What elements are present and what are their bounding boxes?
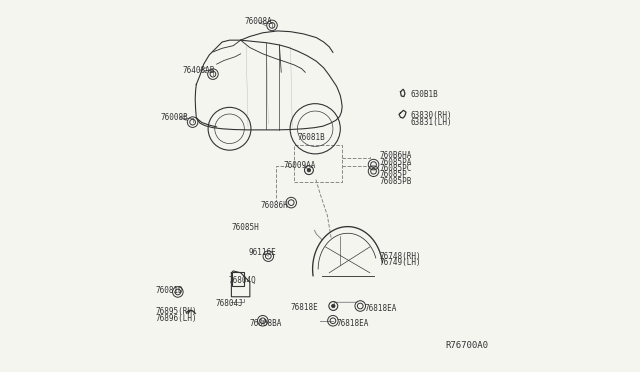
Circle shape [307,169,310,172]
Text: 76804J: 76804J [216,299,244,308]
Text: 76008B: 76008B [161,113,188,122]
Text: 76895(RH): 76895(RH) [156,307,197,316]
Text: R76700A0: R76700A0 [445,341,488,350]
Text: 76408AB: 76408AB [182,65,215,74]
Text: 76804Q: 76804Q [228,276,256,285]
Text: 76085H: 76085H [232,223,259,232]
Text: 76081D: 76081D [156,286,184,295]
Text: 760B6HA: 760B6HA [380,151,412,160]
Text: 76749(LH): 76749(LH) [379,258,420,267]
Text: 76008A: 76008A [244,17,272,26]
Text: 76748(RH): 76748(RH) [379,251,420,261]
Text: 76009AA: 76009AA [283,161,316,170]
Bar [232,272,244,286]
Text: 76818EA: 76818EA [337,319,369,328]
Text: 76085P: 76085P [380,170,408,179]
Text: 63830(RH): 63830(RH) [410,111,452,121]
Text: 76081B: 76081B [297,133,325,142]
Text: 76085PC: 76085PC [380,164,412,173]
Text: 76085PA: 76085PA [380,157,412,167]
Text: 630B1B: 630B1B [410,90,438,99]
Text: 76818E: 76818E [291,302,318,312]
Text: 96116E: 96116E [248,248,276,257]
Text: 76818EA: 76818EA [364,304,397,313]
Text: 76008BA: 76008BA [250,319,282,328]
Text: 76896(LH): 76896(LH) [156,314,197,323]
Text: 63831(LH): 63831(LH) [410,118,452,127]
Circle shape [332,304,335,308]
Text: 76085PB: 76085PB [380,177,412,186]
Text: 76086H: 76086H [261,201,289,210]
